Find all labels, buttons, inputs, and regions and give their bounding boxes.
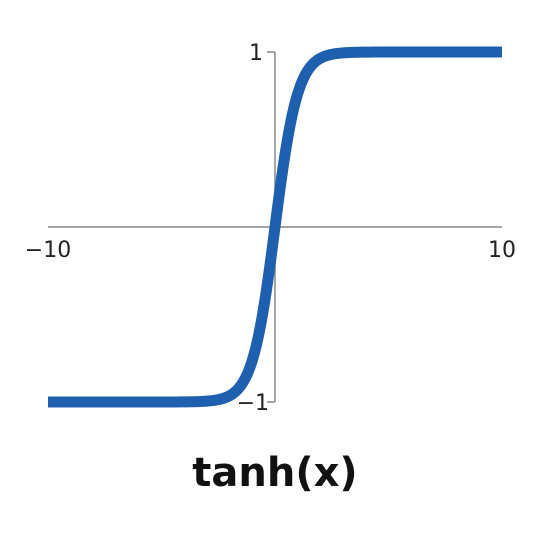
chart-title: tanh(x) (192, 450, 357, 496)
y-tick-label-max: 1 (249, 41, 263, 66)
x-tick-label-min: −10 (25, 238, 71, 263)
tanh-series-line (43, 46, 507, 408)
x-tick-label-max: 10 (488, 238, 516, 263)
y-tick-label-min: −1 (237, 391, 269, 416)
